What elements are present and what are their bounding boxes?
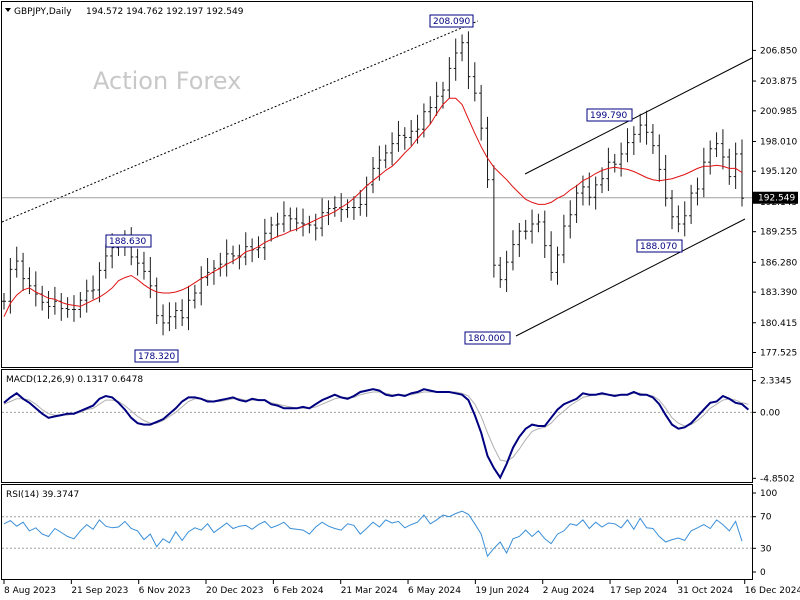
price-tick-label: 198.010: [760, 137, 797, 147]
rsi-axis: 100 70 30 0: [752, 489, 777, 578]
last-price-box: [753, 191, 798, 204]
annotation-208-090: 208.090: [429, 14, 474, 28]
price-tick-label: 183.390: [760, 288, 797, 298]
rsi-tick-label: 0: [760, 568, 766, 578]
time-tick-label: 6 Nov 2023: [139, 586, 191, 596]
time-tick-label: 17 Sep 2024: [610, 586, 667, 596]
macd-tick-label: 2.3345: [760, 377, 792, 387]
time-tick-label: 31 Oct 2024: [677, 586, 733, 596]
rsi-tick-label: 100: [760, 489, 777, 499]
time-tick-label: 20 Dec 2023: [206, 586, 263, 596]
svg-text:178.320: 178.320: [138, 352, 175, 362]
rsi-label: RSI(14) 39.3747: [6, 490, 79, 500]
rsi-line: [3, 510, 743, 558]
svg-text:188.070: 188.070: [640, 242, 677, 252]
time-tick-label: 6 May 2024: [408, 586, 461, 596]
macd-signal-line: [3, 391, 749, 462]
price-tick-label: 177.525: [760, 349, 797, 359]
time-axis: 8 Aug 2023 21 Sep 2023 6 Nov 2023 20 Dec 20…: [3, 580, 800, 596]
time-tick-label: 2 Aug 2024: [543, 586, 595, 596]
dotted-trendline[interactable]: [1, 20, 479, 223]
macd-line: [3, 388, 750, 480]
time-tick-label: 8 Aug 2023: [4, 586, 56, 596]
annotation-180-000: 180.000: [464, 331, 511, 345]
channel-lower-line[interactable]: [515, 218, 746, 337]
macd-label: MACD(12,26,9) 0.1317 0.6478: [6, 375, 143, 385]
price-tick-label: 200.985: [760, 107, 797, 117]
macd-axis: 2.3345 0.00 -4.8502: [752, 377, 795, 484]
annotation-178-320: 178.320: [134, 349, 179, 363]
time-tick-label: 21 Sep 2023: [71, 586, 128, 596]
last-price-label: 192.549: [758, 194, 795, 204]
price-bars: [2, 31, 744, 336]
annotation-188-070: 188.070: [636, 239, 683, 253]
svg-text:188.630: 188.630: [109, 237, 146, 247]
channel-upper-line[interactable]: [524, 57, 753, 175]
macd-tick-label: -4.8502: [760, 474, 795, 484]
macd-tick-label: 0.00: [760, 408, 780, 418]
time-tick-label: 21 Mar 2024: [341, 586, 398, 596]
time-tick-label: 19 Jun 2024: [475, 586, 529, 596]
ohlc-readout: 194.572 194.762 192.197 192.549: [86, 7, 244, 17]
svg-text:208.090: 208.090: [433, 17, 470, 27]
symbol-label: GBPJPY,Daily: [14, 7, 72, 17]
macd-panel-frame: [1, 369, 753, 483]
rsi-tick-label: 70: [760, 513, 772, 523]
price-tick-label: 195.120: [760, 167, 797, 177]
svg-text:180.000: 180.000: [468, 334, 505, 344]
rsi-panel-frame: [1, 484, 753, 580]
price-tick-label: 203.875: [760, 77, 797, 87]
price-tick-label: 206.850: [760, 46, 797, 56]
watermark: Action Forex: [93, 67, 241, 95]
price-tick-label: 189.255: [760, 228, 797, 238]
annotation-188-630: 188.630: [105, 234, 152, 248]
main-panel-frame: [1, 1, 753, 368]
rsi-tick-label: 30: [760, 544, 772, 554]
annotation-199-790: 199.790: [586, 108, 633, 122]
time-tick-label: 6 Feb 2024: [273, 586, 324, 596]
price-tick-label: 180.415: [760, 319, 797, 329]
symbol-dropdown-icon[interactable]: [5, 8, 11, 12]
time-tick-label: 16 Dec 2024: [745, 586, 800, 596]
moving-average-line: [3, 97, 743, 317]
price-tick-label: 186.280: [760, 258, 797, 268]
svg-text:199.790: 199.790: [590, 111, 627, 121]
